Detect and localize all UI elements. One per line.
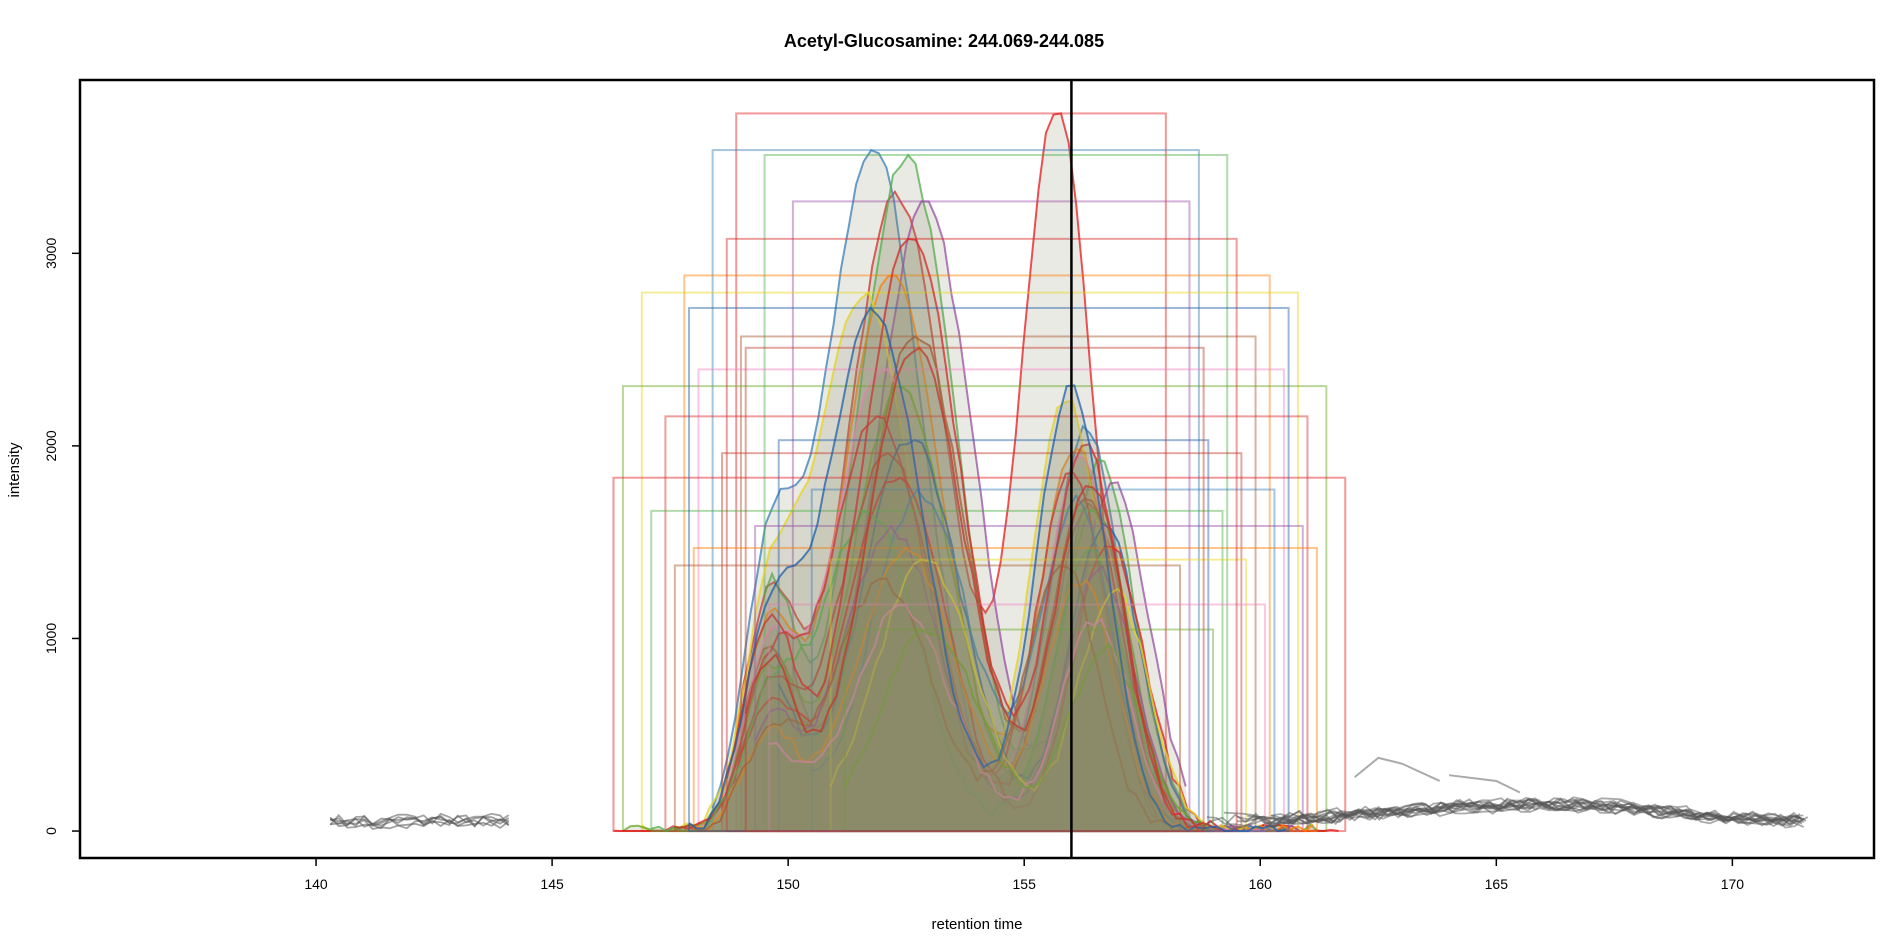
y-axis-label: intensity	[6, 442, 23, 498]
baseline-trace-left-5	[330, 816, 510, 830]
peak-area-11	[778, 440, 1209, 831]
peak-box-3	[763, 153, 1229, 833]
peak-box-11	[777, 439, 1210, 833]
peak-area-18	[830, 559, 1247, 831]
baseline-trace-right-13	[1283, 797, 1804, 822]
peak-box-22	[725, 237, 1238, 833]
peak-area-6	[641, 292, 1298, 832]
peak-area-17	[693, 548, 1317, 831]
peak-box-23	[688, 306, 1290, 833]
sample-trace-15	[650, 509, 1218, 833]
peak-box-8	[697, 368, 1285, 833]
x-tick-label: 140	[304, 876, 328, 892]
baseline-trace-left-1	[329, 812, 510, 827]
baseline-trace-right-11	[1277, 797, 1807, 825]
baseline-trace-right-14	[1223, 796, 1801, 824]
peak-box-2	[711, 149, 1200, 833]
sample-trace-20	[769, 603, 1261, 832]
sample-trace-1	[735, 112, 1160, 822]
peak-box-10	[664, 415, 1309, 833]
peak-box-4	[791, 200, 1191, 833]
peak-box-24	[744, 346, 1205, 833]
peak-area-21	[844, 629, 1214, 831]
peak-box-1	[735, 112, 1167, 833]
y-tick-label: 0	[43, 827, 59, 835]
x-tick-label: 155	[1013, 876, 1037, 892]
peak-box-18	[829, 558, 1248, 833]
peak-box-20	[768, 603, 1266, 833]
x-tick-label: 170	[1721, 876, 1745, 892]
x-tick-label: 145	[540, 876, 564, 892]
outlier-trace-1	[1354, 756, 1441, 782]
x-axis-label: retention time	[932, 916, 1023, 933]
peak-area-19	[674, 565, 1180, 831]
peak-box-13	[612, 476, 1347, 833]
x-tick-label: 160	[1249, 876, 1273, 892]
peak-box-17	[692, 546, 1318, 833]
chart-title: Acetyl-Glucosamine: 244.069-244.085	[784, 31, 1104, 51]
y-tick-label: 2000	[43, 430, 59, 461]
peak-box-7	[739, 335, 1257, 833]
y-tick-label: 3000	[43, 238, 59, 269]
x-tick-label: 165	[1485, 876, 1509, 892]
peak-area-20	[769, 604, 1265, 831]
y-tick-label: 1000	[43, 623, 59, 654]
peak-area-7	[740, 336, 1256, 831]
peak-area-5	[684, 275, 1270, 831]
peak-area-22	[726, 238, 1237, 831]
peak-box-9	[621, 385, 1328, 833]
peak-box-14	[810, 488, 1276, 833]
peak-area-10	[665, 416, 1308, 831]
peak-area-23	[689, 308, 1289, 831]
sample-trace-22	[725, 237, 1233, 832]
peak-box-6	[640, 291, 1300, 833]
axes: 140 145 150 155 160 165 170 0 1000 2000 3000	[43, 238, 1744, 892]
peak-box-15	[650, 509, 1224, 833]
peak-area-4	[792, 201, 1190, 831]
peak-box-5	[683, 274, 1271, 833]
peak-box-19	[673, 564, 1182, 833]
peak-area-9	[622, 386, 1327, 831]
peak-area-16	[755, 526, 1303, 831]
peak-box-12	[721, 452, 1243, 833]
peak-area-14	[811, 489, 1275, 831]
sample-trace-23	[688, 306, 1287, 833]
sample-trace-24	[744, 346, 1200, 832]
peak-area-12	[722, 453, 1242, 831]
plot-frame	[78, 78, 1876, 860]
x-tick-label: 150	[776, 876, 800, 892]
plot-marks	[329, 80, 1809, 858]
peak-area-15	[651, 510, 1223, 831]
outlier-trace-2	[1448, 774, 1521, 794]
baseline-trace-left-6	[330, 818, 509, 830]
sample-trace-19	[674, 564, 1175, 832]
peak-box-21	[843, 628, 1215, 833]
